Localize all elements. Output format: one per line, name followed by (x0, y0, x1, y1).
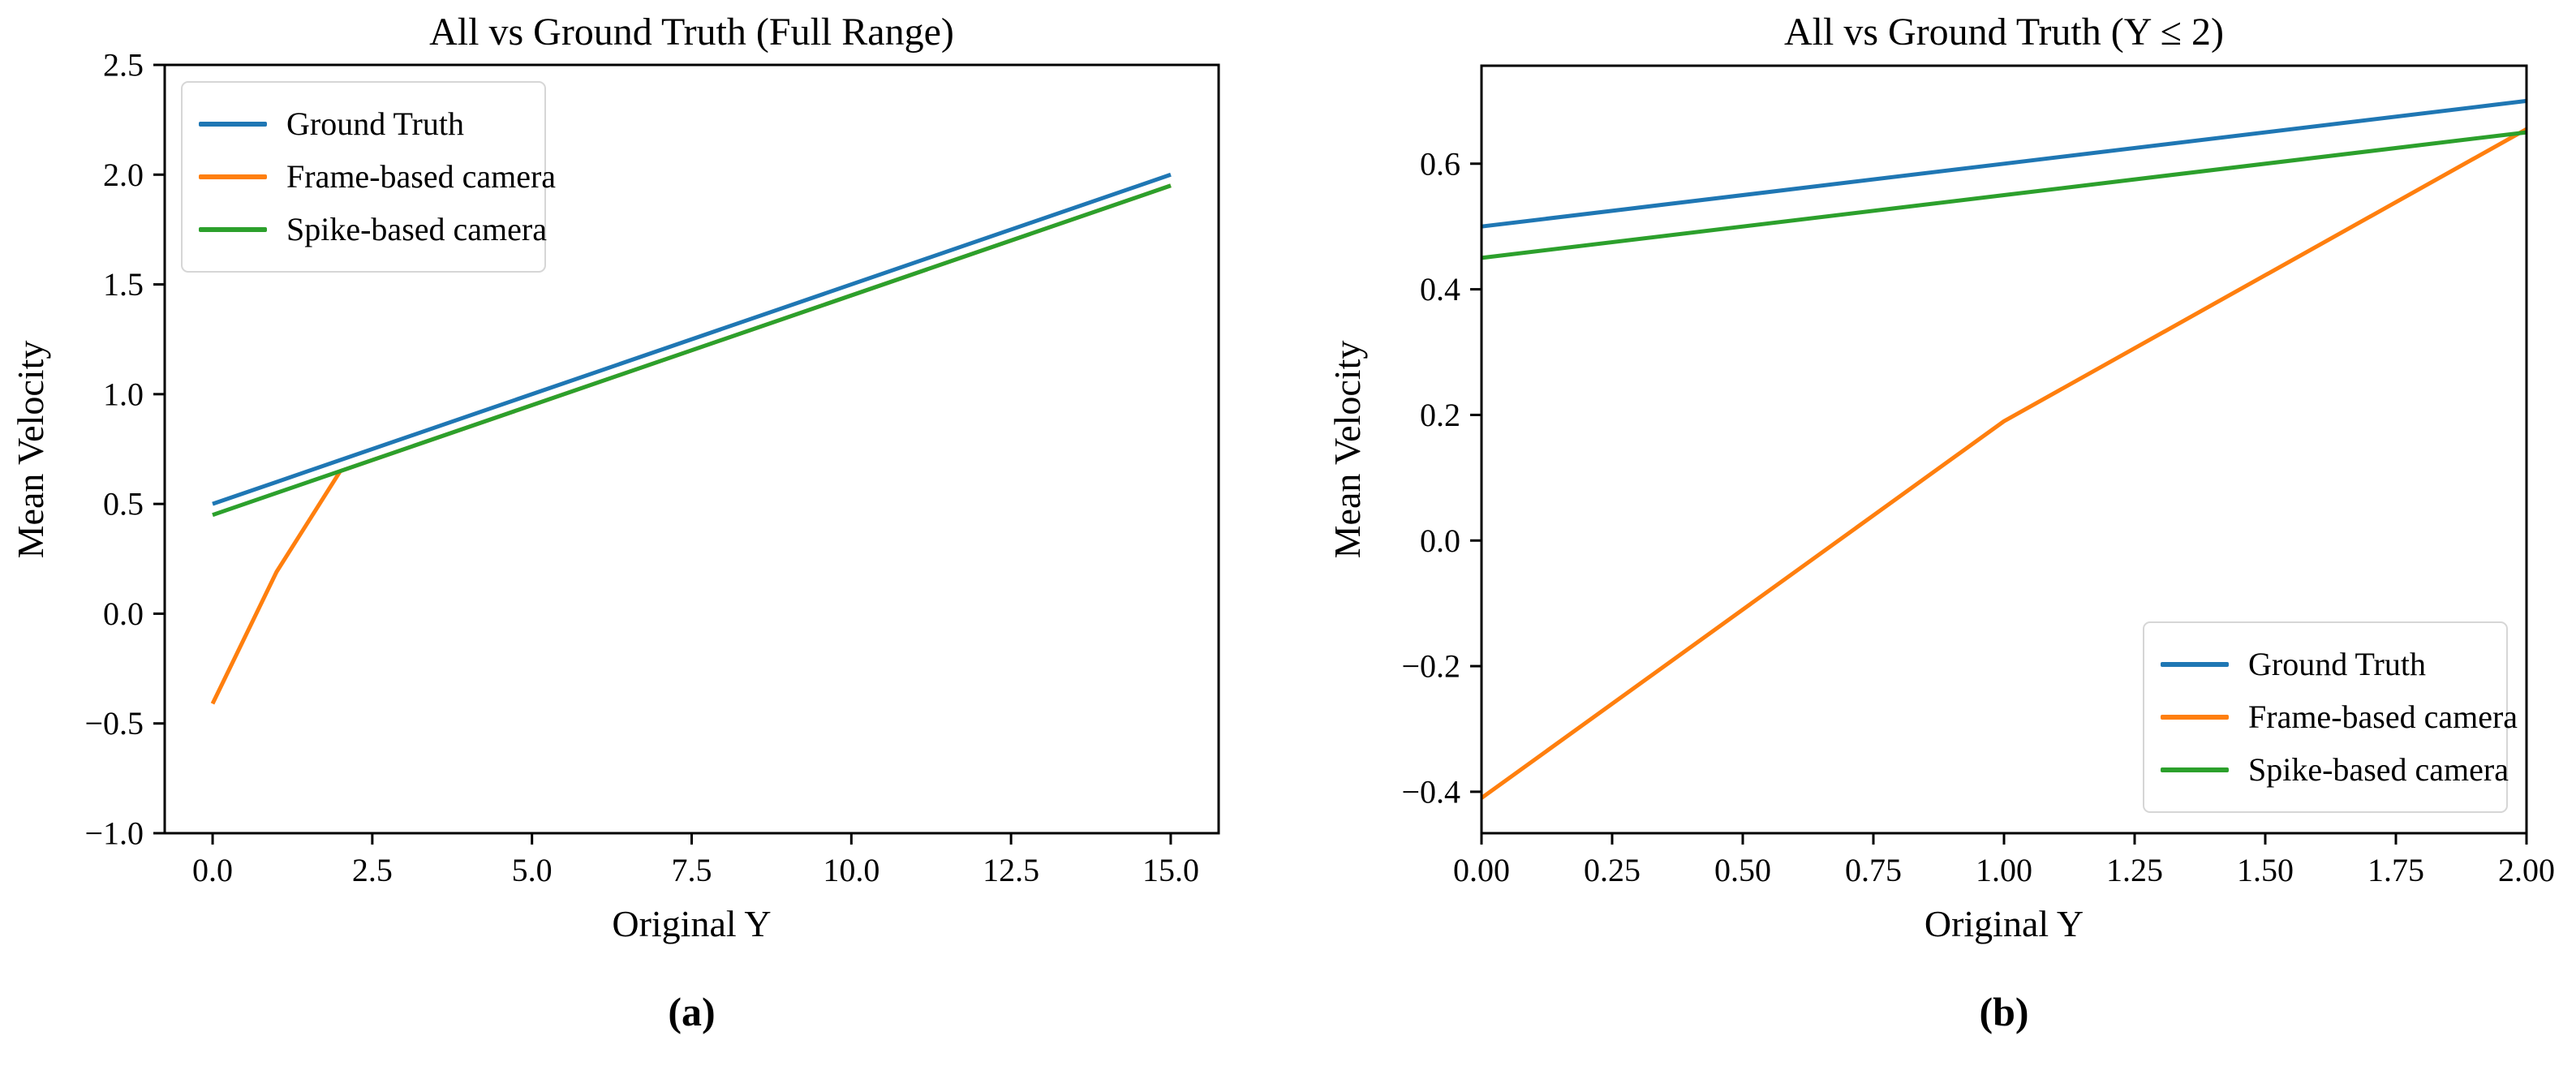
ground-truth-line-swatch-icon (199, 122, 267, 127)
y-tick-label: −0.2 (1401, 648, 1460, 685)
legend-label: Spike-based camera (286, 211, 547, 247)
legend-entry-spike-based-camera: Spike-based camera (2161, 754, 2509, 786)
spike-based-line-swatch-icon (199, 227, 267, 232)
y-tick-label: 0.2 (1420, 397, 1460, 433)
x-tick-label: 1.00 (1976, 852, 2032, 888)
y-tick-label: 0.4 (1420, 271, 1460, 307)
y-tick-label: −0.4 (1401, 773, 1460, 810)
y-tick-label: −1.0 (84, 815, 144, 852)
legend-label: Ground Truth (2248, 646, 2426, 682)
frame-based-line-swatch-icon (199, 174, 267, 179)
chart-a-title: All vs Ground Truth (Full Range) (429, 11, 954, 54)
frame-based-line-swatch-icon (2161, 715, 2229, 720)
chart-b-legend: Ground Truth Frame-based camera Spike-ba… (2143, 621, 2518, 813)
series-line (212, 183, 1172, 518)
spike-based-line-swatch-icon (2161, 767, 2229, 772)
legend-entry-ground-truth: Ground Truth (199, 108, 528, 140)
series-line (1481, 130, 2527, 260)
y-tick-label: 0.6 (1420, 145, 1460, 182)
x-tick-label: 0.25 (1584, 852, 1641, 888)
x-tick-label: 2.00 (2498, 852, 2555, 888)
x-tick-label: 0.50 (1714, 852, 1771, 888)
x-tick-label: 1.25 (2106, 852, 2163, 888)
chart-b-caption: (b) (1979, 989, 2029, 1034)
y-tick-label: −0.5 (84, 705, 144, 742)
legend-entry-spike-based-camera: Spike-based camera (199, 213, 547, 246)
y-tick-label: 2.5 (103, 47, 144, 84)
series-line (1481, 98, 2527, 229)
chart-b-x-axis-label: Original Y (1924, 903, 2084, 944)
series-line (212, 172, 1172, 506)
x-tick-label: 0.0 (192, 852, 233, 888)
legend-label: Ground Truth (286, 105, 464, 142)
y-tick-label: 0.5 (103, 486, 144, 522)
x-tick-label: 0.75 (1845, 852, 1902, 888)
x-tick-label: 7.5 (672, 852, 712, 888)
legend-label: Frame-based camera (2248, 699, 2518, 735)
chart-a-plot-area: 0.0 2.5 5.0 7.5 10.0 12.5 15.0 −1.0 −0.5 0.0 0.5 1.… (84, 47, 1220, 888)
x-tick-label: 2.5 (352, 852, 393, 888)
y-tick-label: 1.0 (103, 376, 144, 412)
legend-entry-ground-truth: Ground Truth (2161, 648, 2490, 681)
legend-entry-frame-based-camera: Frame-based camera (2161, 701, 2518, 733)
chart-a-y-axis-label: Mean Velocity (10, 340, 51, 558)
legend-label: Frame-based camera (286, 158, 557, 195)
chart-b-title: All vs Ground Truth (Y ≤ 2) (1784, 11, 2224, 54)
y-tick-label: 1.5 (103, 266, 144, 303)
y-tick-label: 2.0 (103, 157, 144, 193)
x-tick-label: 5.0 (512, 852, 553, 888)
chart-a-x-axis-label: Original Y (612, 903, 772, 944)
y-tick-label: 0.0 (1420, 522, 1460, 559)
plot-frame (163, 63, 1220, 835)
ground-truth-line-swatch-icon (2161, 662, 2229, 667)
y-tick-label: 0.0 (103, 595, 144, 632)
legend-entry-frame-based-camera: Frame-based camera (199, 161, 556, 193)
chart-b-plot-area: 0.00 0.25 0.50 0.75 1.00 1.25 1.50 1.75 2.00 −0.4… (1401, 64, 2555, 888)
x-tick-label: 12.5 (983, 852, 1039, 888)
chart-a-legend: Ground Truth Frame-based camera Spike-ba… (181, 81, 556, 273)
legend-label: Spike-based camera (2248, 751, 2509, 788)
x-tick-label: 10.0 (823, 852, 879, 888)
plot-frame (1480, 64, 2528, 835)
x-tick-label: 0.00 (1453, 852, 1510, 888)
series-line (1480, 127, 2528, 800)
chart-a-caption: (a) (668, 989, 716, 1034)
x-tick-label: 15.0 (1142, 852, 1199, 888)
x-tick-label: 1.50 (2237, 852, 2294, 888)
chart-b-y-axis-label: Mean Velocity (1327, 340, 1368, 559)
x-tick-label: 1.75 (2367, 852, 2424, 888)
